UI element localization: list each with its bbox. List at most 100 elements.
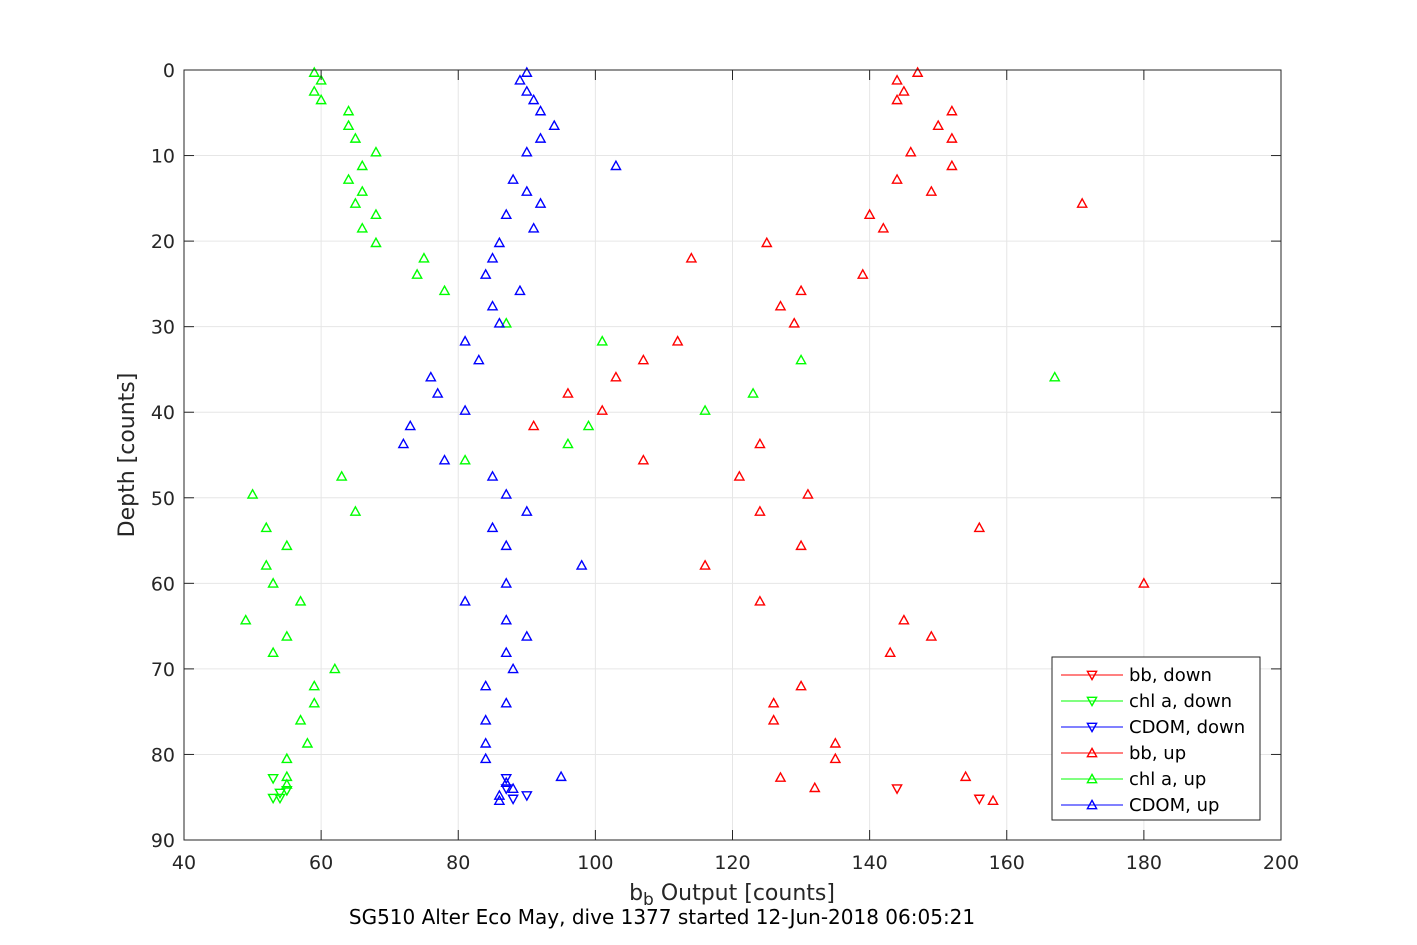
data-point — [479, 679, 492, 691]
data-point — [521, 66, 533, 77]
x-tick-label: 100 — [577, 852, 613, 874]
data-point — [898, 85, 910, 96]
data-point — [754, 595, 766, 606]
data-point — [808, 781, 821, 793]
legend-entry: chl a, down — [1061, 691, 1232, 712]
data-point — [946, 159, 958, 171]
data-point — [479, 752, 492, 764]
data-point — [308, 66, 321, 77]
y-tick-label: 50 — [151, 488, 175, 510]
data-point — [459, 404, 471, 415]
data-point — [891, 93, 903, 105]
data-point — [733, 470, 746, 481]
data-point — [493, 794, 506, 806]
data-point — [795, 539, 807, 551]
data-point — [527, 93, 540, 105]
data-point — [877, 222, 890, 233]
data-point — [891, 74, 903, 85]
x-tick-label: 200 — [1263, 852, 1299, 874]
data-point — [760, 236, 773, 248]
y-tick-label: 40 — [151, 402, 175, 424]
data-point — [555, 770, 567, 782]
legend-label: chl a, down — [1129, 691, 1232, 712]
y-tick-label: 90 — [151, 830, 175, 852]
y-axis-label: Depth [counts] — [115, 373, 140, 538]
data-point — [521, 791, 533, 802]
legend-label: chl a, up — [1129, 769, 1206, 790]
data-point — [521, 505, 533, 516]
data-point — [884, 646, 896, 658]
series-bb-down — [891, 784, 986, 805]
data-point — [973, 794, 986, 805]
data-point — [500, 208, 513, 219]
data-point — [774, 300, 787, 311]
legend-marker — [1086, 746, 1098, 758]
data-point — [973, 521, 986, 533]
x-tick-label: 120 — [714, 852, 750, 874]
legend-entry: bb, down — [1061, 665, 1212, 686]
data-point — [260, 521, 273, 533]
data-point — [774, 771, 787, 782]
data-point — [294, 595, 307, 606]
data-point — [459, 454, 471, 465]
data-point — [925, 185, 938, 196]
data-point — [754, 437, 766, 449]
data-point — [493, 789, 506, 800]
data-point — [349, 197, 362, 208]
data-point — [946, 105, 958, 116]
data-point — [308, 679, 321, 691]
data-point — [486, 252, 499, 263]
data-series — [239, 66, 1150, 806]
data-point — [534, 105, 547, 116]
data-point — [527, 419, 540, 431]
data-point — [411, 268, 423, 279]
data-point — [438, 454, 451, 465]
y-tick-label: 10 — [151, 146, 175, 168]
data-point — [788, 317, 800, 328]
data-point — [342, 119, 355, 130]
data-point — [370, 208, 382, 219]
data-point — [459, 335, 471, 346]
data-point — [486, 300, 499, 311]
data-point — [795, 284, 807, 296]
data-point — [904, 146, 917, 157]
legend: bb, down chl a, down CDOM, down bb, up chl a… — [1051, 656, 1261, 821]
data-point — [260, 559, 273, 570]
data-point — [267, 774, 279, 785]
data-point — [486, 521, 499, 533]
data-point — [301, 737, 314, 748]
data-point — [514, 284, 526, 296]
x-tick-label: 80 — [446, 852, 470, 874]
data-point — [891, 784, 903, 795]
data-point — [507, 782, 519, 794]
data-point — [548, 119, 561, 130]
data-point — [534, 197, 547, 208]
figure-caption: SG510 Alter Eco May, dive 1377 started 1… — [349, 905, 975, 929]
data-point — [582, 419, 595, 431]
data-point — [829, 752, 842, 764]
data-point — [281, 630, 293, 641]
data-point — [1076, 197, 1088, 208]
data-point — [274, 793, 286, 805]
data-point — [315, 93, 327, 105]
legend-marker — [1086, 722, 1098, 734]
data-point — [1138, 577, 1150, 588]
data-point — [349, 505, 362, 516]
data-point — [329, 662, 341, 674]
data-point — [946, 132, 958, 143]
x-tick-label: 180 — [1126, 852, 1162, 874]
y-axis-ticks: 0 10 20 30 40 50 60 70 80 90 — [151, 60, 1281, 852]
legend-entry: CDOM, up — [1061, 795, 1219, 816]
legend-entry: CDOM, down — [1061, 717, 1245, 738]
data-point — [500, 776, 513, 788]
data-point — [802, 488, 814, 499]
data-point — [987, 794, 999, 806]
data-point — [596, 404, 609, 415]
data-point — [397, 437, 410, 449]
data-point — [281, 752, 293, 764]
data-point — [959, 770, 972, 782]
x-tick-label: 40 — [172, 852, 196, 874]
legend-label: CDOM, down — [1129, 717, 1245, 738]
data-point — [754, 505, 766, 516]
data-point — [493, 317, 506, 328]
